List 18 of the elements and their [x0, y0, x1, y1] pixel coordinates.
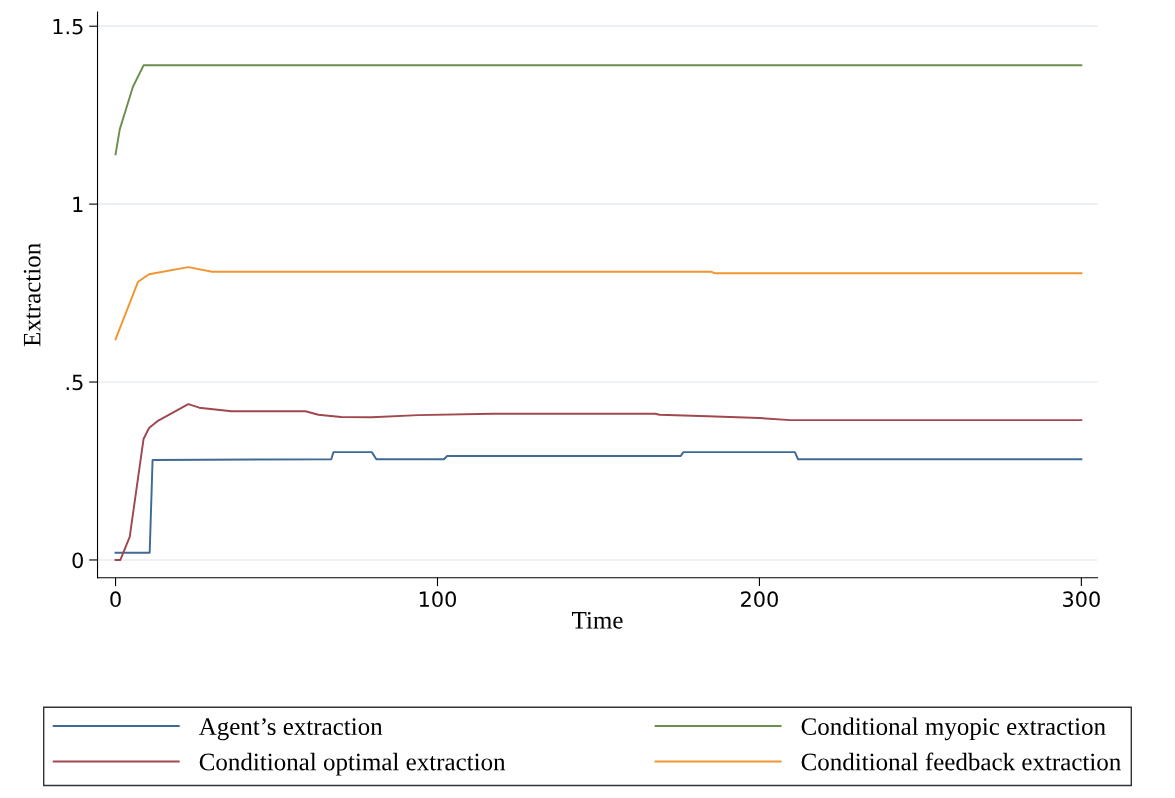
x-tick-label: 300	[1063, 591, 1100, 608]
x-tick-label: 200	[741, 591, 778, 608]
line-series	[114, 64, 1083, 156]
legend-label: Conditional optimal extraction	[199, 752, 506, 776]
y-tick-label: 1	[73, 196, 83, 213]
line-series	[114, 403, 1083, 561]
y-tick-label: 0	[72, 552, 83, 569]
legend-label: Agent’s extraction	[198, 718, 383, 741]
y-tick-label: 1.5	[53, 18, 83, 35]
y-tick-label: .5	[66, 374, 83, 391]
x-tick-label: 0	[110, 591, 121, 608]
x-axis-title: Time	[572, 611, 623, 629]
legend-label: Conditional myopic extraction	[801, 717, 1106, 741]
line-series	[114, 266, 1083, 341]
legend-label: Conditional feedback extraction	[801, 752, 1121, 771]
line-series	[114, 451, 1083, 554]
x-tick-label: 100	[419, 591, 456, 608]
y-axis-title: Extraction	[23, 243, 41, 347]
